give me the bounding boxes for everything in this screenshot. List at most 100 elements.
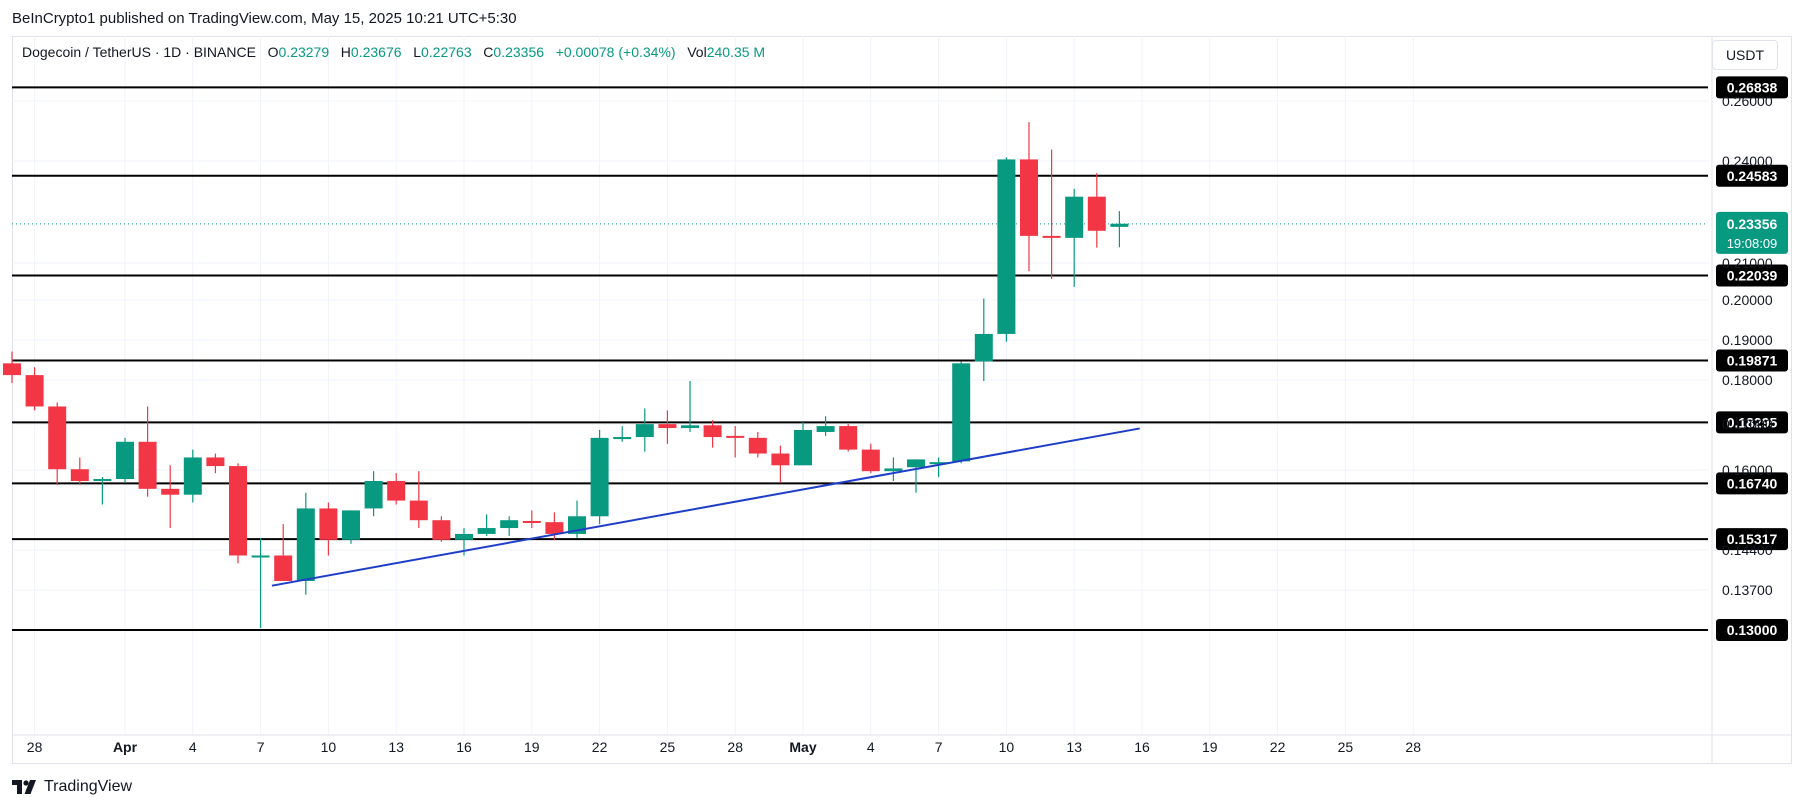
- candle-body: [726, 435, 745, 438]
- price-tick-label: 0.21000: [1722, 255, 1773, 271]
- candles: [3, 122, 1129, 629]
- level-price-label: 0.18295: [1727, 414, 1778, 430]
- candle-body: [409, 500, 428, 521]
- candle-body: [1042, 235, 1061, 238]
- candle-body: [997, 159, 1016, 334]
- horizontal-levels: 0.26838 0.24583 0.22039 0.19871 0.18295 0.167…: [12, 76, 1788, 641]
- candle-body: [229, 466, 247, 556]
- date-tick-label: 22: [1270, 739, 1286, 755]
- date-tick-label: 4: [189, 739, 197, 755]
- level-price-label: 0.19871: [1727, 353, 1778, 369]
- date-tick-label: 28: [27, 739, 43, 755]
- candle-body: [342, 510, 360, 540]
- level-price-tag: [1716, 76, 1788, 99]
- date-tick-label: 22: [592, 739, 608, 755]
- level-price-tag: [1716, 264, 1788, 287]
- candle-body: [703, 425, 722, 438]
- candle-body: [681, 425, 699, 429]
- candle-body: [93, 479, 112, 482]
- candle-body: [274, 555, 293, 581]
- candle-body: [613, 437, 632, 440]
- level-price-label: 0.13000: [1727, 622, 1778, 638]
- candle-body: [3, 363, 21, 376]
- candle-body: [748, 437, 767, 454]
- date-tick-label: 10: [321, 739, 337, 755]
- candle-body: [522, 520, 541, 523]
- candle-body: [545, 522, 564, 534]
- candle-body: [25, 375, 44, 407]
- date-tick-label: 19: [524, 739, 540, 755]
- candle-body: [1110, 223, 1129, 227]
- date-tick-label: 13: [1066, 739, 1082, 755]
- candle-body: [952, 363, 971, 462]
- date-tick-label: 10: [999, 739, 1015, 755]
- currency-button[interactable]: USDT: [1712, 40, 1778, 70]
- candle-body: [974, 333, 993, 362]
- price-tick-label: 0.17000: [1722, 416, 1773, 432]
- open-value: 0.23279: [278, 44, 330, 60]
- candle-body: [161, 488, 180, 495]
- current-price-tag: [1716, 211, 1788, 254]
- symbol-legend: Dogecoin / TetherUS · 1D · BINANCE O0.23…: [22, 44, 765, 60]
- volume-value: 240.35 M: [706, 44, 766, 60]
- candle-body: [658, 424, 677, 429]
- level-price-tag: [1716, 164, 1788, 187]
- candle-body: [500, 520, 519, 529]
- date-tick-label: 25: [660, 739, 676, 755]
- candle-body: [206, 457, 225, 467]
- candle-body: [771, 453, 790, 466]
- date-tick-label: 19: [1202, 739, 1218, 755]
- candle-body: [1020, 159, 1038, 236]
- candle-body: [364, 480, 383, 509]
- candle-body: [251, 555, 270, 558]
- level-price-tag: [1716, 619, 1788, 641]
- candle-body: [70, 469, 89, 481]
- current-price-line: 0.23356 19:08:09: [12, 211, 1788, 254]
- candle-body: [477, 528, 496, 534]
- current-price-label: 0.23356: [1727, 216, 1778, 232]
- candle-body: [455, 533, 473, 540]
- date-tick-label: 13: [388, 739, 404, 755]
- candle-body: [116, 441, 134, 480]
- price-tick-label: 0.24000: [1722, 153, 1773, 169]
- level-price-tag: [1716, 349, 1788, 372]
- candle-body: [861, 449, 880, 472]
- date-tick-label: Apr: [113, 739, 138, 755]
- price-tick-label: 0.20000: [1722, 292, 1773, 308]
- candle-body: [387, 480, 406, 501]
- level-price-label: 0.22039: [1727, 268, 1778, 284]
- high-label: H: [340, 44, 351, 60]
- date-tick-label: 4: [867, 739, 875, 755]
- date-tick-label: 28: [1405, 739, 1421, 755]
- close-value: 0.23356: [493, 44, 545, 60]
- trendline: [271, 427, 1140, 587]
- trendline-group: [271, 427, 1140, 587]
- countdown-label: 19:08:09: [1727, 236, 1778, 251]
- candle-body: [296, 508, 315, 581]
- candle-body: [907, 459, 925, 468]
- level-price-tag: [1716, 472, 1788, 495]
- price-tick-label: 0.19000: [1722, 332, 1773, 348]
- candle-body: [794, 430, 812, 466]
- tradingview-label: TradingView: [44, 778, 133, 795]
- level-price-label: 0.24583: [1727, 168, 1778, 184]
- chart-panel[interactable]: [12, 36, 1792, 764]
- symbol-name[interactable]: Dogecoin / TetherUS · 1D · BINANCE: [22, 44, 256, 60]
- close-label: C: [483, 44, 494, 60]
- tradingview-brand[interactable]: TradingView: [12, 778, 132, 796]
- open-label: O: [267, 44, 279, 60]
- date-tick-label: 28: [727, 739, 743, 755]
- candle-body: [590, 437, 609, 517]
- level-price-tag: [1716, 411, 1788, 434]
- candle-body: [1065, 196, 1084, 238]
- candle-body: [319, 508, 338, 540]
- level-price-label: 0.16740: [1727, 475, 1778, 491]
- candle-body: [884, 468, 903, 472]
- level-price-label: 0.26838: [1727, 79, 1778, 95]
- low-label: L: [413, 44, 421, 60]
- candle-body: [48, 406, 67, 470]
- candle-body: [138, 441, 157, 489]
- price-tick-label: 0.16000: [1722, 462, 1773, 478]
- price-tick-label: 0.26000: [1722, 93, 1773, 109]
